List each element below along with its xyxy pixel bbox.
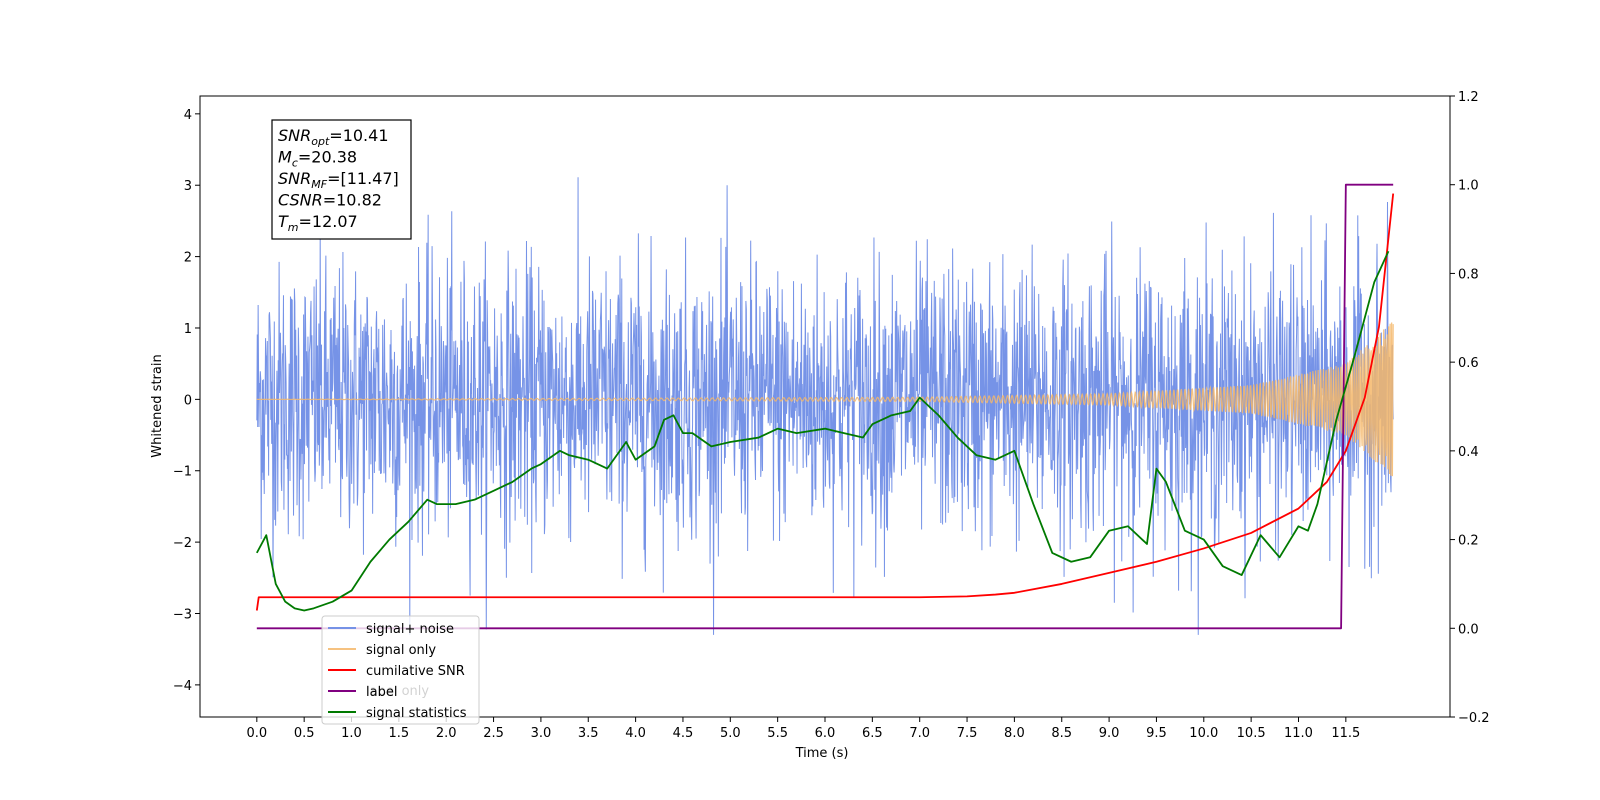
y2-tick-label: −0.2 — [1458, 711, 1490, 726]
data-layer — [255, 177, 1395, 635]
y2-tick-label: 1.2 — [1458, 90, 1479, 105]
info-lines: SNRopt=10.41Mc=20.38SNRMF=[11.47]CSNR=10… — [278, 126, 399, 234]
info-line: Tm=12.07 — [278, 212, 358, 234]
info-box: SNRopt=10.41Mc=20.38SNRMF=[11.47]CSNR=10… — [271, 119, 412, 240]
info-box-frame — [271, 119, 412, 240]
x-tick-label: 4.0 — [625, 726, 646, 741]
series-signal-statistics — [256, 250, 1390, 612]
legend: signal+ noise signal only cumilative SNR la… — [321, 615, 480, 725]
y2-tick-label: 0.8 — [1458, 267, 1479, 282]
x-tick-label: 5.5 — [767, 726, 788, 741]
x-axis-title: Time (s) — [795, 746, 849, 761]
x-tick-label: 7.0 — [909, 726, 930, 741]
legend-label: signal+ noise — [366, 622, 454, 637]
x-tick-label: 6.0 — [815, 726, 836, 741]
x-tick-label: 1.0 — [341, 726, 362, 741]
x-tick-label: 9.5 — [1146, 726, 1167, 741]
x-tick-label: 11.0 — [1284, 726, 1313, 741]
legend-ghost-label: label only — [366, 684, 429, 699]
x-tick-label: 7.5 — [957, 726, 978, 741]
y2-tick-label: 1.0 — [1458, 179, 1479, 194]
y-axis-title: Whitened strain — [150, 354, 165, 457]
x-tick-label: 0.0 — [246, 726, 267, 741]
legend-frame — [321, 615, 480, 725]
x-tick-label: 3.5 — [578, 726, 599, 741]
info-line: SNRopt=10.41 — [278, 126, 389, 148]
x-tick-label: 2.0 — [436, 726, 457, 741]
x-tick-label: 9.0 — [1099, 726, 1120, 741]
legend-items: signal+ noise signal only cumilative SNR la… — [328, 622, 467, 721]
series-label — [256, 183, 1394, 630]
legend-label: signal statistics — [366, 706, 467, 721]
x-tick-label: 8.5 — [1051, 726, 1072, 741]
y2-tick-label: 0.0 — [1458, 622, 1479, 637]
y-tick-label: −1 — [173, 465, 192, 480]
x-tick-label: 1.5 — [389, 726, 410, 741]
x-tick-label: 0.5 — [294, 726, 315, 741]
x-tick-label: 6.5 — [862, 726, 883, 741]
info-line: SNRMF=[11.47] — [278, 169, 399, 191]
legend-label: label — [366, 685, 397, 700]
x-tick-label: 10.0 — [1189, 726, 1218, 741]
y-tick-label: 4 — [184, 108, 192, 123]
x-tick-label: 8.0 — [1004, 726, 1025, 741]
y-axis-left: 4 3 2 1 0 −1 −2 −3 −4 — [173, 108, 200, 694]
y2-tick-label: 0.6 — [1458, 356, 1479, 371]
y2-tick-label: 0.2 — [1458, 534, 1479, 549]
y-tick-label: −4 — [173, 679, 192, 694]
x-tick-label: 11.5 — [1331, 726, 1360, 741]
x-tick-label: 3.0 — [531, 726, 552, 741]
y2-tick-label: 0.4 — [1458, 445, 1479, 460]
x-tick-label: 4.5 — [673, 726, 694, 741]
x-tick-label: 2.5 — [483, 726, 504, 741]
x-tick-label: 10.5 — [1237, 726, 1266, 741]
legend-label: signal only — [366, 643, 436, 658]
series-signal-only — [256, 322, 1394, 477]
y-tick-label: −2 — [173, 536, 192, 551]
info-line: CSNR=10.82 — [278, 191, 382, 210]
series-signal-noise — [256, 177, 1394, 635]
legend-label: cumilative SNR — [366, 664, 465, 679]
y-axis-right: 1.2 1.0 0.8 0.6 0.4 0.2 0.0 −0.2 — [1450, 90, 1490, 726]
info-line: Mc=20.38 — [278, 148, 357, 170]
x-tick-label: 5.0 — [720, 726, 741, 741]
y-tick-label: 1 — [184, 322, 192, 337]
y-tick-label: 0 — [184, 393, 192, 408]
x-axis: 0.0 0.5 1.0 1.5 2.0 2.5 3.0 3.5 4.0 4.5 5.0 5.5 6.0 6… — [246, 717, 1360, 741]
y-tick-label: 3 — [184, 179, 192, 194]
y-tick-label: 2 — [184, 251, 192, 266]
y-tick-label: −3 — [173, 608, 192, 623]
